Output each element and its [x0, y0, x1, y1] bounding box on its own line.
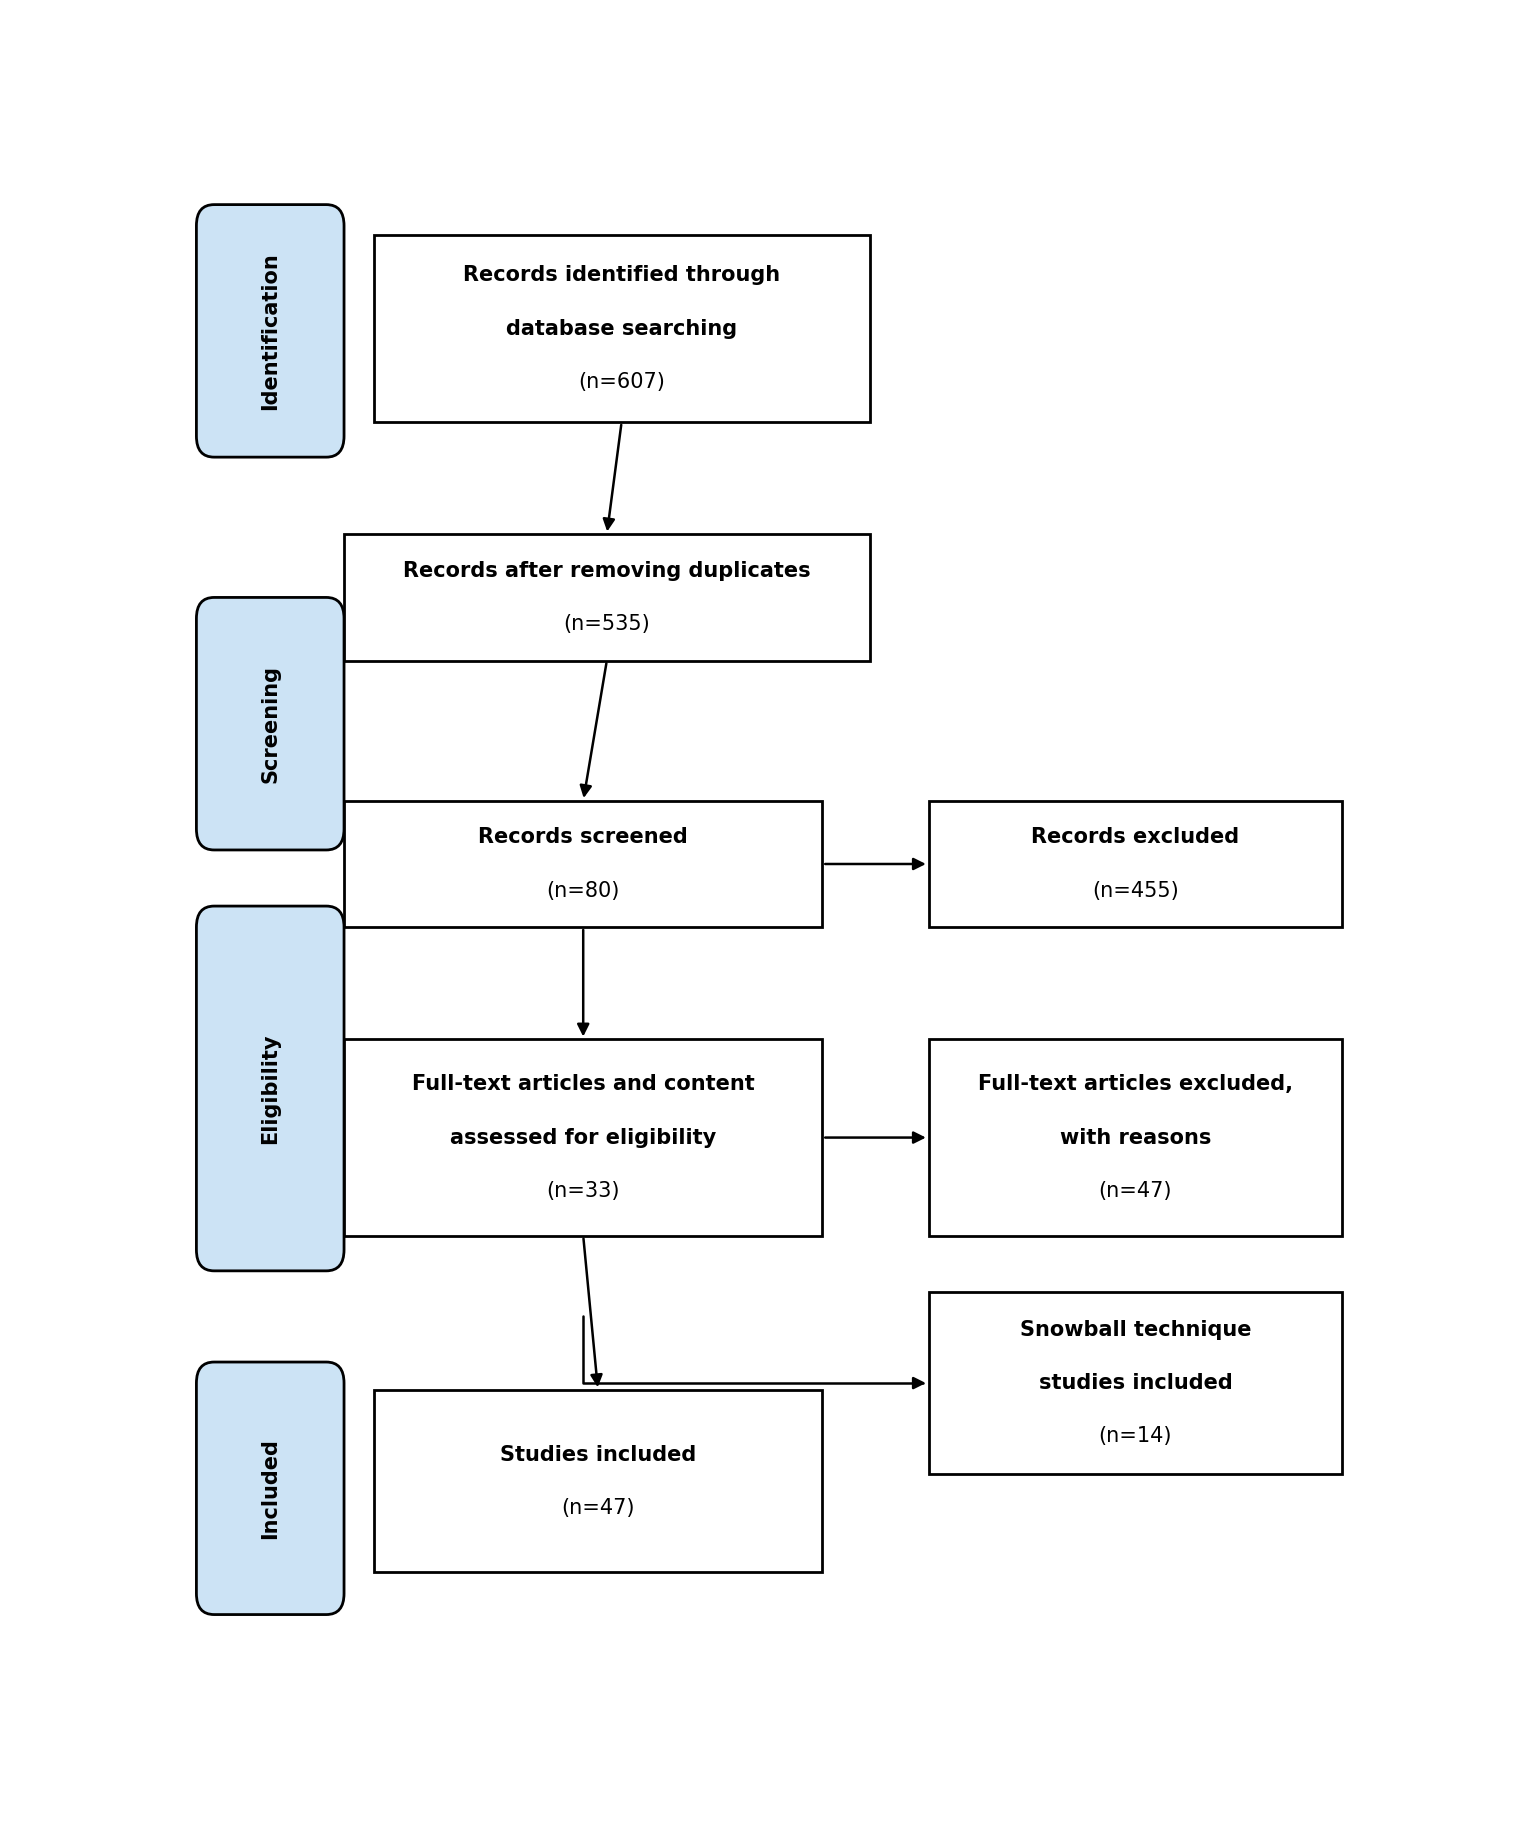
FancyBboxPatch shape	[197, 1363, 344, 1614]
Text: (n=80): (n=80)	[547, 880, 620, 900]
Text: Studies included: Studies included	[500, 1445, 696, 1465]
Text: Records screened: Records screened	[479, 827, 689, 847]
Text: Records after removing duplicates: Records after removing duplicates	[402, 561, 811, 581]
Text: Records excluded: Records excluded	[1032, 827, 1239, 847]
Bar	[928, 1292, 1343, 1474]
Text: (n=535): (n=535)	[564, 614, 651, 634]
Bar	[344, 534, 870, 661]
Text: Screening: Screening	[261, 665, 280, 783]
Bar	[344, 802, 823, 927]
FancyBboxPatch shape	[197, 204, 344, 457]
FancyBboxPatch shape	[197, 598, 344, 851]
Text: database searching: database searching	[506, 319, 738, 339]
Bar	[373, 1390, 823, 1572]
Text: (n=455): (n=455)	[1093, 880, 1178, 900]
Text: Snowball technique: Snowball technique	[1020, 1319, 1251, 1339]
Text: Full-text articles excluded,: Full-text articles excluded,	[978, 1075, 1292, 1095]
Text: (n=33): (n=33)	[547, 1181, 620, 1201]
Text: Identification: Identification	[261, 251, 280, 410]
Text: (n=14): (n=14)	[1099, 1427, 1172, 1447]
Text: Records identified through: Records identified through	[463, 266, 780, 286]
Text: with reasons: with reasons	[1059, 1128, 1212, 1148]
Text: (n=47): (n=47)	[1099, 1181, 1172, 1201]
Bar	[373, 235, 870, 423]
Text: assessed for eligibility: assessed for eligibility	[450, 1128, 716, 1148]
Text: (n=47): (n=47)	[561, 1498, 634, 1518]
Bar	[344, 1039, 823, 1235]
Text: (n=607): (n=607)	[578, 372, 664, 392]
Text: Full-text articles and content: Full-text articles and content	[411, 1075, 754, 1095]
Bar	[928, 802, 1343, 927]
Text: studies included: studies included	[1038, 1374, 1233, 1394]
Text: Included: Included	[261, 1438, 280, 1540]
Bar	[928, 1039, 1343, 1235]
FancyBboxPatch shape	[197, 906, 344, 1272]
Text: Eligibility: Eligibility	[261, 1033, 280, 1144]
